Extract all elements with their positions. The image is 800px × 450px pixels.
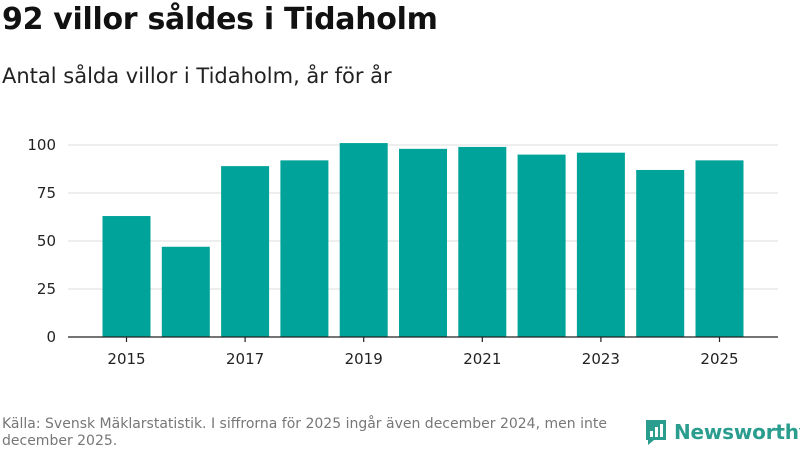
chart-title: 92 villor såldes i Tidaholm <box>2 2 438 37</box>
x-tick-label: 2019 <box>345 350 383 368</box>
y-tick-label: 75 <box>37 184 56 202</box>
y-tick-label: 25 <box>37 280 56 298</box>
y-axis-ticks: 0 25 50 75 100 <box>27 136 56 346</box>
y-tick-label: 0 <box>46 328 56 346</box>
brand: Newsworthy <box>644 418 800 446</box>
bar-2019 <box>339 143 388 337</box>
x-tick-label: 2023 <box>582 350 620 368</box>
newsworthy-logo-icon <box>646 420 666 445</box>
brand-name: Newsworthy <box>674 420 800 444</box>
bar-2022 <box>517 154 566 337</box>
bar-2020 <box>399 148 447 337</box>
bar-2025 <box>695 160 744 337</box>
bar-2015 <box>102 216 151 337</box>
bar-chart: 0 25 50 75 100 2015 2017 2019 2021 2023 2025 <box>27 136 778 368</box>
bar-2023 <box>576 152 625 337</box>
bar-2016 <box>161 246 210 337</box>
x-tick-label: 2015 <box>107 350 145 368</box>
bar-2017 <box>221 166 270 337</box>
bar-2018 <box>280 160 329 337</box>
bar-layer <box>102 143 744 337</box>
x-tick-label: 2017 <box>226 350 264 368</box>
x-tick-label: 2021 <box>463 350 501 368</box>
bar-2021 <box>458 146 507 337</box>
source-note: Källa: Svensk Mäklarstatistik. I siffror… <box>2 416 607 449</box>
x-tick-label: 2025 <box>700 350 738 368</box>
y-tick-label: 100 <box>27 136 56 154</box>
bar-2024 <box>636 169 685 337</box>
x-axis-ticks: 2015 2017 2019 2021 2023 2025 <box>107 337 739 368</box>
y-tick-label: 50 <box>37 232 56 250</box>
chart-subtitle: Antal sålda villor i Tidaholm, år för år <box>2 64 392 88</box>
